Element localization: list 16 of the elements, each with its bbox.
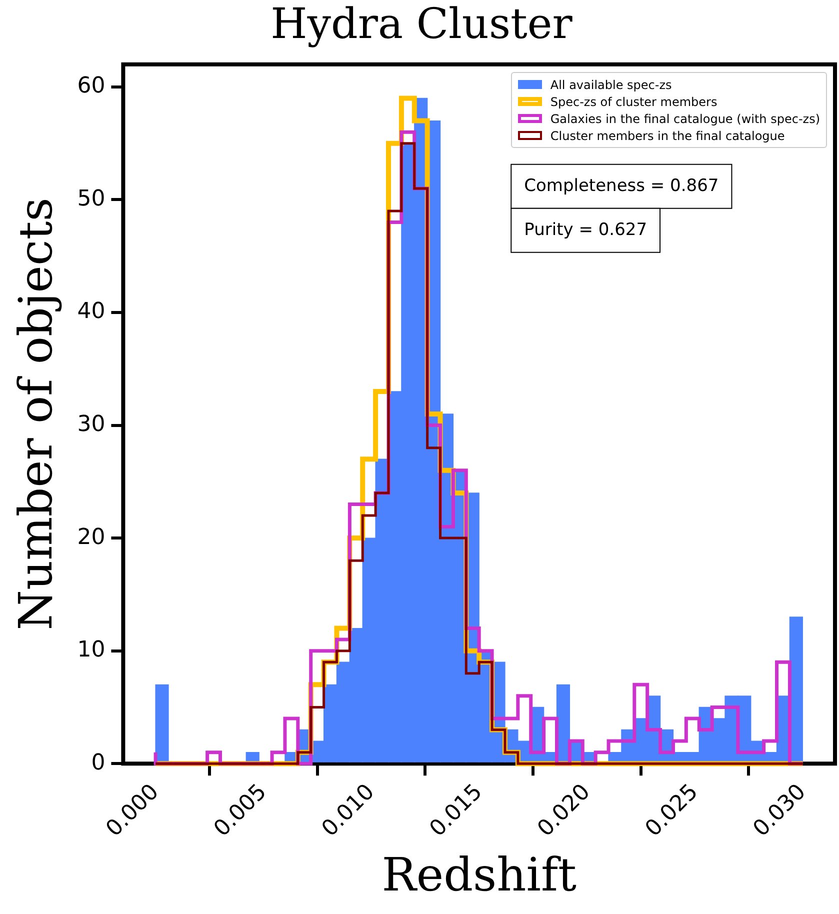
legend-label: Cluster members in the final catalogue [550,128,785,143]
y-tick-label: 20 [77,524,106,550]
legend-label: All available spec-zs [550,78,672,92]
annotation: Purity = 0.627 [524,220,648,240]
legend-label: Spec-zs of cluster members [550,94,718,109]
y-tick-label: 30 [77,412,106,437]
y-axis-title: Number of objects [8,198,63,630]
y-tick-label: 0 [91,750,106,776]
chart-title: Hydra Cluster [270,0,574,48]
y-tick-label: 10 [77,638,106,663]
legend-label: Galaxies in the final catalogue (with spec-zs) [550,112,820,126]
y-tick-label: 50 [77,186,106,212]
annotation: Completeness = 0.867 [524,176,719,196]
y-tick-label: 40 [77,299,106,324]
x-axis-title: Redshift [382,847,577,902]
y-tick-label: 60 [77,74,106,99]
